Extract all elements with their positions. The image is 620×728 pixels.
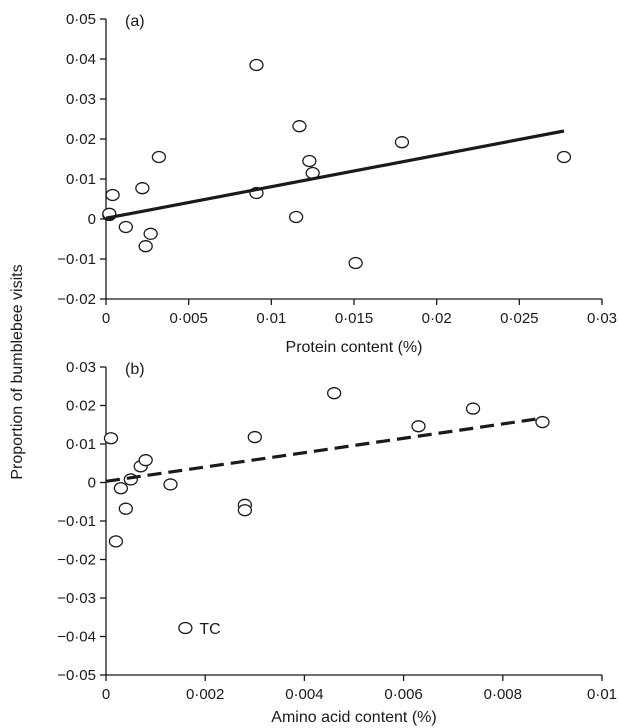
panel-a-x-tick-label: 0·01: [256, 310, 286, 327]
panel-a-data-point: [288, 210, 304, 224]
panel-a-x-tick-label: 0: [102, 310, 110, 327]
panel-b-y-tick-label: −0·02: [57, 552, 96, 569]
panel-a-x-axis-label: Protein content (%): [286, 339, 423, 356]
panel-b-data-point: [103, 432, 119, 445]
panel-b-axes: 0 0·002 0·004 0·006 0·008 0·01 −0·05 −0·04 −0·03…: [57, 359, 617, 703]
panel-b-y-tick-label: −0·04: [57, 629, 96, 646]
panel-a-y-tick-label: −0·01: [57, 251, 96, 268]
panel-a-y-tick-label: 0·02: [66, 131, 96, 148]
panel-a-y-tick-label: 0·03: [66, 91, 96, 108]
panel-b-data-point: [118, 502, 133, 515]
panel-b-y-tick-label: 0: [88, 475, 96, 492]
panel-a-y-tick-label: −0·02: [57, 291, 96, 308]
panel-b-annotation: TC: [199, 621, 220, 638]
panel-a-data-point: [292, 120, 307, 133]
panel-a-data-point: [302, 154, 317, 168]
panel-b-y-tick-label: −0·03: [57, 590, 96, 607]
panel-b-data-point: [237, 504, 253, 517]
panel-a-data-point: [348, 256, 363, 270]
panel-a-data-point: [249, 58, 264, 72]
panel-a-y-tick-label: 0·01: [66, 171, 96, 188]
panel-b-points: [103, 387, 550, 635]
panel-b-data-point: [178, 621, 193, 635]
panel-a-trend: [105, 129, 565, 220]
panel-a-x-tick-label: 0·015: [335, 310, 373, 327]
panel-b-data-point: [113, 482, 129, 495]
panel-b-trend: [105, 416, 543, 483]
panel-a-x-tick-label: 0·025: [500, 310, 538, 327]
panel-b-data-point: [327, 387, 342, 400]
panel-b: 0 0·002 0·004 0·006 0·008 0·01 −0·05 −0·04 −0·03…: [57, 359, 617, 726]
panel-b-y-tick-label: −0·01: [57, 513, 96, 530]
panel-a-x-tick-label: 0·005: [169, 310, 207, 327]
panel-a-data-point: [105, 188, 120, 202]
panel-a-data-point: [394, 136, 410, 149]
panel-b-y-tick-label: 0·03: [66, 359, 96, 376]
panel-a-data-point: [138, 240, 153, 253]
panel-a-axes: 0 0·005 0·01 0·015 0·02 0·025 0·03 −0·02 −0·01 0 0…: [57, 11, 617, 327]
panel-b-data-point: [535, 415, 550, 429]
panel-a-label: (a): [125, 13, 145, 30]
panel-a-data-point: [151, 150, 167, 164]
panel-a-x-tick-label: 0·03: [587, 310, 617, 327]
panel-a-x-tick-label: 0·02: [422, 310, 452, 327]
panel-b-y-tick-label: −0·05: [57, 667, 96, 684]
panel-a-trend-line: [105, 129, 565, 220]
panel-b-data-point: [138, 454, 153, 467]
panel-a-data-point: [556, 150, 572, 164]
panel-b-label: (b): [125, 361, 145, 378]
panel-b-data-point: [163, 478, 178, 491]
panel-a-y-tick-label: 0·04: [66, 51, 96, 68]
shared-y-axis-label: Proportion of bumblebee visits: [9, 264, 26, 479]
panel-a-points: [102, 58, 572, 270]
panel-b-x-tick-label: 0·006: [384, 686, 422, 703]
panel-a: 0 0·005 0·01 0·015 0·02 0·025 0·03 −0·02 −0·01 0 0…: [57, 11, 617, 356]
panel-b-x-tick-label: 0·01: [587, 686, 617, 703]
panel-b-data-point: [247, 430, 262, 444]
panel-b-trend-line: [105, 416, 543, 483]
panel-b-x-tick-label: 0·002: [186, 686, 224, 703]
panel-a-y-tick-label: 0: [88, 211, 96, 228]
panel-a-data-point: [118, 220, 133, 234]
panel-b-x-tick-label: 0·004: [285, 686, 323, 703]
panel-b-data-point: [108, 535, 124, 548]
panel-a-data-point: [143, 227, 158, 240]
panel-b-annotations: TC: [199, 621, 220, 638]
panel-b-data-point: [411, 420, 426, 433]
panel-b-x-tick-label: 0: [102, 686, 110, 703]
panel-b-y-tick-label: 0·02: [66, 398, 96, 415]
panel-b-x-axis-label: Amino acid content (%): [271, 709, 436, 726]
panel-a-data-point: [135, 182, 150, 195]
panel-a-y-tick-label: 0·05: [66, 11, 96, 28]
panel-b-y-tick-label: 0·01: [66, 436, 96, 453]
panel-b-data-point: [465, 402, 481, 415]
panel-b-x-tick-label: 0·008: [484, 686, 522, 703]
